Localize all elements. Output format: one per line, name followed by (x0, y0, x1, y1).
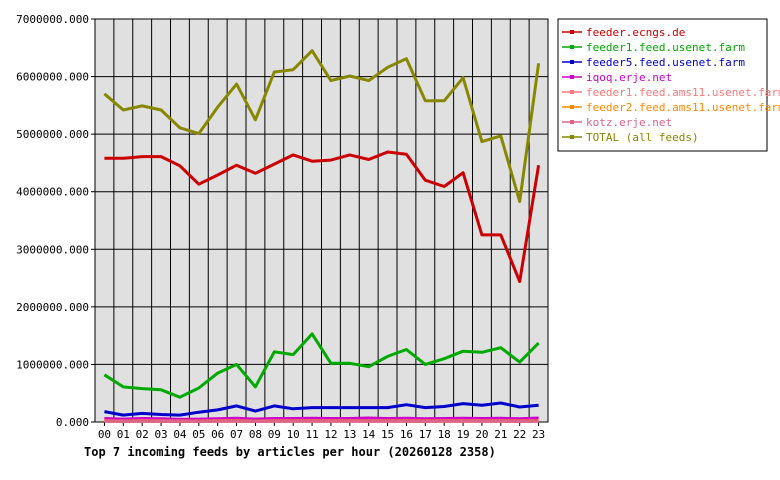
y-tick-label: 7000000.000 (16, 13, 89, 26)
x-tick-label: 10 (287, 428, 300, 441)
legend-marker (570, 60, 574, 64)
y-tick-label: 5000000.000 (16, 128, 89, 141)
x-tick-label: 08 (249, 428, 262, 441)
x-tick-label: 14 (362, 428, 376, 441)
series-line-total-all-feeds- (103, 49, 541, 203)
legend-label: iqoq.erje.net (586, 71, 672, 84)
x-tick-label: 21 (494, 428, 507, 441)
grid (95, 18, 548, 423)
legend-marker (570, 120, 574, 124)
series-line-feeder5-feed-usenet-farm (104, 401, 539, 417)
x-tick-label: 23 (532, 428, 545, 441)
x-axis: 00 01 02 03 04 05 06 07 08 09 10 11 12 13 14 15 16 17 18 19… (98, 422, 545, 441)
x-tick-label: 16 (400, 428, 413, 441)
legend-label: feeder.ecngs.de (586, 26, 685, 39)
y-tick-label: 6000000.000 (16, 71, 89, 84)
legend-marker (570, 105, 574, 109)
legend-marker (570, 135, 574, 139)
x-tick-label: 18 (438, 428, 451, 441)
x-tick-label: 07 (230, 428, 243, 441)
legend-marker (570, 30, 574, 34)
x-tick-label: 11 (305, 428, 318, 441)
x-tick-label: 09 (268, 428, 281, 441)
series-line-iqoq-erje-net (104, 416, 539, 421)
y-tick-label: 0.000 (56, 416, 89, 429)
x-tick-label: 17 (419, 428, 432, 441)
legend-label: kotz.erje.net (586, 116, 672, 129)
series-lines (103, 49, 541, 423)
x-tick-label: 03 (154, 428, 167, 441)
series-line-feeder1-feed-usenet-farm (103, 332, 540, 399)
x-tick-label: 15 (381, 428, 394, 441)
y-tick-label: 1000000.000 (16, 358, 89, 371)
y-tick-label: 4000000.000 (16, 186, 89, 199)
legend-label: feeder2.feed.ams11.usenet.farm (586, 101, 780, 114)
x-tick-label: 04 (173, 428, 187, 441)
y-tick-label: 2000000.000 (16, 301, 89, 314)
series-line-feeder-ecngs-de (104, 150, 541, 283)
x-tick-label: 01 (117, 428, 130, 441)
legend-label: feeder5.feed.usenet.farm (586, 56, 745, 69)
y-tick-label: 3000000.000 (16, 243, 89, 256)
legend-label: TOTAL (all feeds) (586, 131, 699, 144)
legend: feeder.ecngs.de feeder1.feed.usenet.farm f… (557, 18, 780, 152)
chart-title: Top 7 incoming feeds by articles per hou… (84, 445, 496, 459)
x-tick-label: 13 (343, 428, 356, 441)
legend-box (557, 18, 768, 152)
x-tick-label: 12 (324, 428, 337, 441)
legend-label: feeder1.feed.usenet.farm (586, 41, 745, 54)
x-tick-label: 02 (136, 428, 149, 441)
y-axis: 0.000 1000000.000 2000000.000 3000000.000 40… (16, 13, 95, 429)
legend-marker (570, 45, 574, 49)
legend-marker (570, 75, 574, 79)
x-tick-label: 22 (513, 428, 526, 441)
x-tick-label: 19 (456, 428, 469, 441)
x-tick-label: 20 (475, 428, 488, 441)
legend-marker (570, 90, 574, 94)
x-tick-label: 06 (211, 428, 224, 441)
x-tick-label: 05 (192, 428, 205, 441)
x-tick-label: 00 (98, 428, 111, 441)
legend-label: feeder1.feed.ams11.usenet.farm (586, 86, 780, 99)
